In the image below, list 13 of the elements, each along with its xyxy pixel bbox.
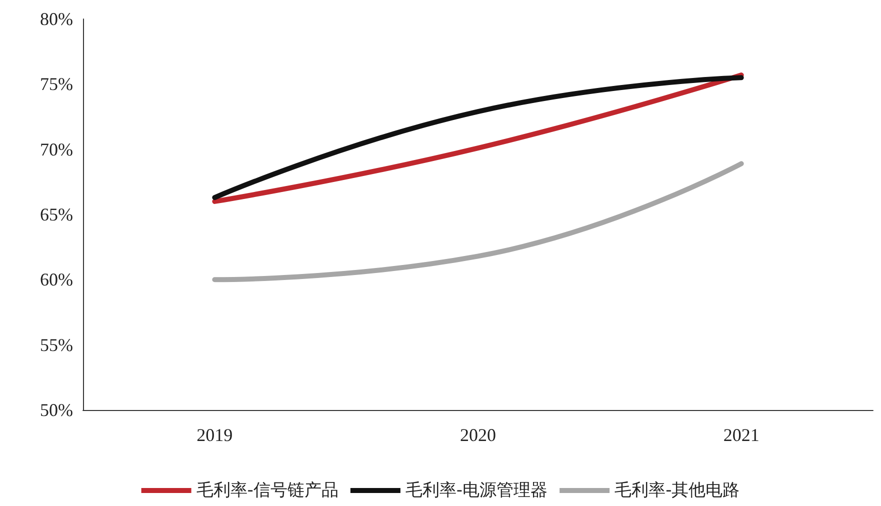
y-tick-label: 80% [40, 9, 73, 29]
legend-label: 毛利率-信号链产品 [196, 480, 338, 500]
legend-label: 毛利率-电源管理器 [405, 480, 548, 500]
y-tick-label: 60% [40, 270, 73, 290]
y-tick-label: 50% [40, 400, 73, 420]
legend-label: 毛利率-其他电路 [614, 480, 740, 500]
x-tick-label: 2021 [723, 425, 760, 445]
y-tick-label: 55% [40, 334, 73, 355]
y-tick-label: 65% [40, 204, 73, 224]
x-tick-label: 2020 [460, 425, 496, 445]
y-tick-label: 75% [40, 74, 73, 94]
y-tick-label: 70% [40, 139, 73, 160]
x-tick-label: 2019 [196, 425, 233, 445]
